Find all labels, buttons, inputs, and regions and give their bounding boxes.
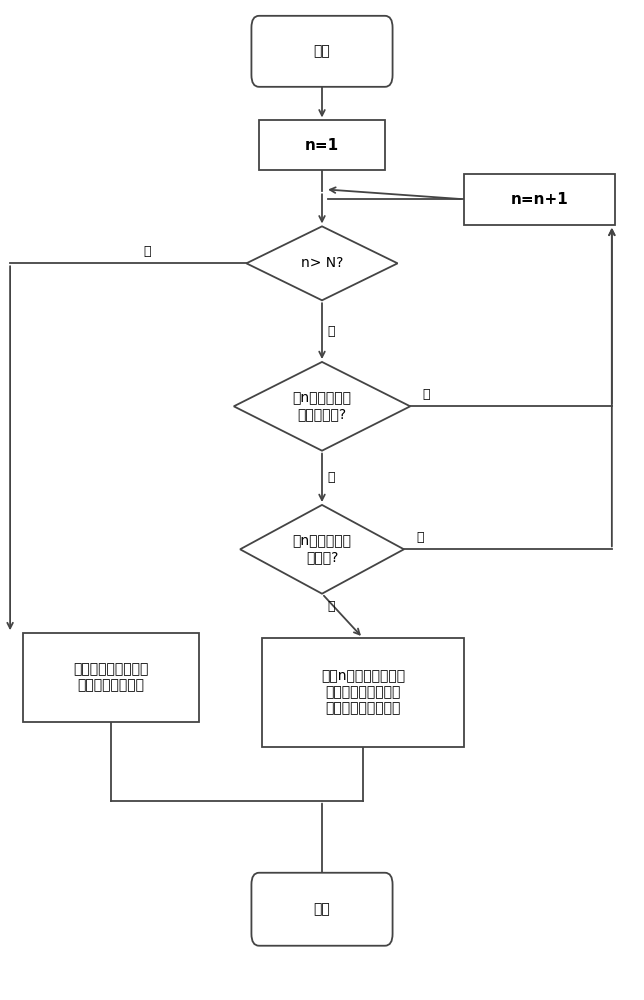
Bar: [464, 174, 615, 225]
Text: n=n+1: n=n+1: [511, 192, 568, 207]
Text: 第n子模块故障
被旁路?: 第n子模块故障 被旁路?: [292, 534, 352, 564]
Text: 第n子模块安装
了测量装置?: 第n子模块安装 了测量装置?: [292, 391, 352, 421]
Bar: [259, 120, 385, 170]
FancyBboxPatch shape: [251, 16, 393, 87]
FancyBboxPatch shape: [251, 873, 393, 946]
Text: n=1: n=1: [305, 137, 339, 152]
Polygon shape: [240, 505, 404, 594]
Text: 取第n子模块电流方向
作为模块化多电平换
流器桥臂的电流方向: 取第n子模块电流方向 作为模块化多电平换 流器桥臂的电流方向: [321, 669, 405, 715]
Bar: [262, 638, 464, 747]
Text: 否: 否: [328, 600, 335, 613]
Text: 安装测量装置的子模
块全部为故障状态: 安装测量装置的子模 块全部为故障状态: [73, 662, 149, 693]
Polygon shape: [234, 362, 410, 451]
Bar: [23, 633, 199, 722]
Text: 是: 是: [144, 245, 151, 258]
Text: 是: 是: [328, 471, 335, 484]
Text: 否: 否: [328, 325, 335, 338]
Polygon shape: [247, 226, 397, 300]
Text: 开始: 开始: [314, 44, 330, 58]
Text: 是: 是: [416, 531, 423, 544]
Text: 结束: 结束: [314, 902, 330, 916]
Text: 否: 否: [422, 388, 430, 401]
Text: n> N?: n> N?: [301, 256, 343, 270]
